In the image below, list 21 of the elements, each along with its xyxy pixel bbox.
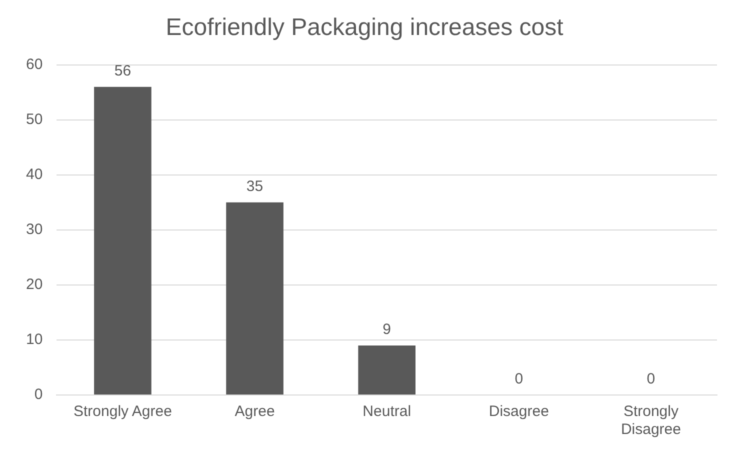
x-tick-label: Agree [234, 403, 275, 420]
y-tick-label: 0 [34, 386, 43, 404]
x-tick-label: Strongly Disagree [620, 403, 681, 438]
bar [94, 86, 152, 394]
y-tick-label: 60 [26, 56, 43, 73]
data-label: 0 [646, 370, 656, 388]
data-label: 56 [114, 62, 132, 80]
y-tick-label: 40 [26, 166, 43, 184]
y-tick-label: 30 [26, 221, 43, 238]
data-label: 9 [382, 321, 392, 338]
x-tick-label: Disagree [488, 403, 549, 420]
x-tick-label: Neutral [362, 403, 412, 420]
bar [358, 345, 416, 394]
y-tick-label: 10 [26, 331, 43, 348]
y-tick-label: 20 [26, 276, 43, 294]
data-label: 35 [246, 178, 264, 196]
data-label: 0 [514, 370, 524, 388]
chart-title: Ecofriendly Packaging increases cost [166, 14, 564, 42]
bar [226, 202, 284, 394]
x-tick-label: Strongly Agree [74, 403, 172, 420]
y-tick-label: 50 [26, 110, 43, 128]
